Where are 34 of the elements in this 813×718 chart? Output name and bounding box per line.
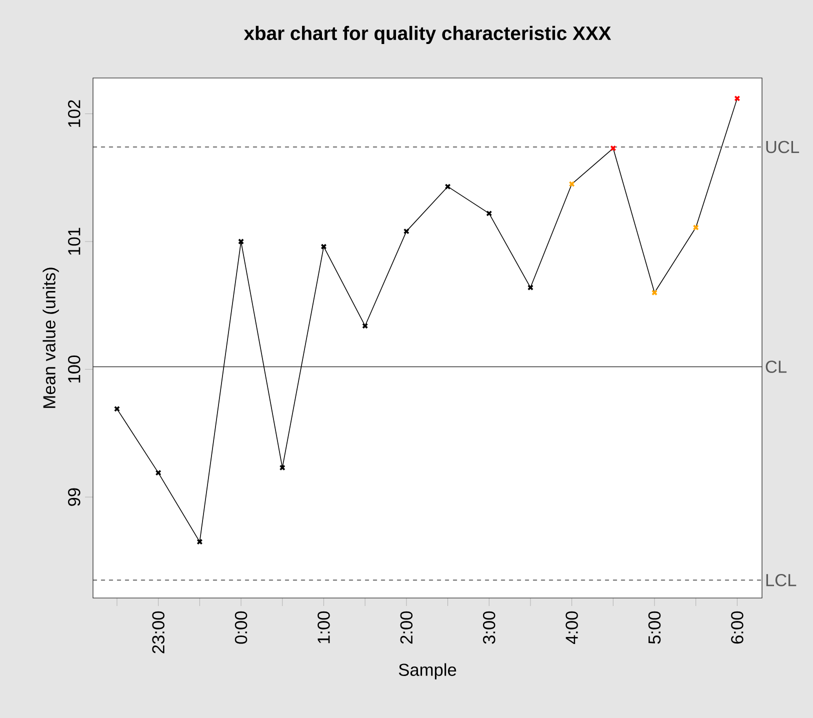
- point: [486, 210, 492, 216]
- point: [444, 184, 451, 190]
- y-tick-label: 102: [68, 100, 80, 127]
- y-tick-label: 99: [68, 488, 80, 506]
- x-tick-label: 6:00: [731, 611, 744, 644]
- point: [527, 284, 534, 291]
- x-axis-title: Sample: [398, 663, 456, 680]
- x-tick-label: 5:00: [648, 611, 661, 644]
- point: [734, 95, 740, 102]
- x-tick-label: 4:00: [566, 611, 578, 644]
- x-tick-label: 23:00: [152, 611, 164, 654]
- point: [651, 290, 658, 296]
- point: [568, 181, 575, 188]
- ref-line-label: UCL: [766, 140, 800, 154]
- point: [362, 322, 368, 329]
- point: [196, 538, 203, 545]
- point: [279, 464, 286, 471]
- point: [692, 224, 699, 230]
- x-tick-label: 0:00: [234, 611, 248, 644]
- point: [114, 406, 120, 412]
- x-tick-label: 3:00: [482, 611, 496, 644]
- point: [320, 244, 327, 250]
- ref-line-label: LCL: [766, 574, 796, 586]
- point: [238, 238, 244, 245]
- point: [403, 228, 410, 234]
- x-tick-label: 2:00: [400, 611, 413, 644]
- y-tick-label: 101: [68, 228, 80, 255]
- chart-title: xbar chart for quality characteristic XXX: [244, 26, 612, 44]
- y-tick-label: 100: [68, 356, 80, 382]
- point: [610, 145, 616, 152]
- x-tick-label: 1:00: [318, 611, 330, 644]
- ref-line-label: CL: [766, 360, 787, 373]
- point: [155, 470, 162, 476]
- y-axis-title: Mean value (units): [42, 268, 59, 408]
